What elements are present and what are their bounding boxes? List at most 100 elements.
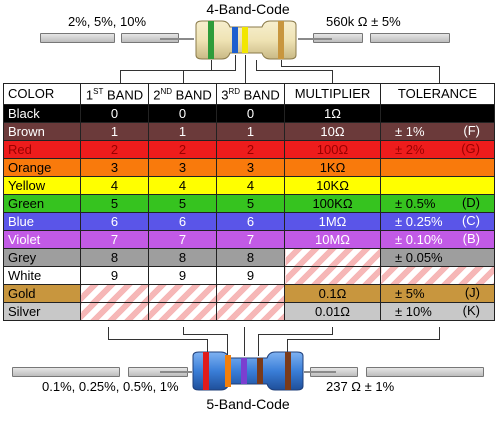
header-first-band: 1ST BAND xyxy=(80,83,149,105)
five-band-band-4 xyxy=(257,358,263,384)
tolerance-percent: ± 1% xyxy=(395,123,425,139)
multiplier-value: 10KΩ xyxy=(284,176,381,195)
band-1-digit: 6 xyxy=(80,212,149,231)
table-row-yellow: Yellow 4 4 4 10KΩ xyxy=(3,176,495,195)
tolerance-letter-code: (J) xyxy=(464,285,480,301)
multiplier-value: 0.1Ω xyxy=(284,284,381,303)
band-2-digit: 4 xyxy=(148,176,217,195)
band-1-digit: 7 xyxy=(80,230,149,249)
connector-line xyxy=(183,70,236,71)
connector-line xyxy=(332,70,333,83)
four-band-example-value: 560k Ω ± 5% xyxy=(326,14,401,29)
connector-line xyxy=(287,339,440,340)
connector-line xyxy=(120,70,212,71)
five-band-band-3 xyxy=(241,358,247,384)
four-band-right-scale-bar-2 xyxy=(370,33,450,43)
connector-line xyxy=(108,339,207,340)
band-2-digit: 2 xyxy=(148,140,217,159)
color-name: Green xyxy=(3,194,81,213)
table-row-orange: Orange 3 3 3 1KΩ xyxy=(3,158,495,177)
five-band-band-5 xyxy=(285,352,291,390)
tolerance-percent: ± 0.10% xyxy=(395,231,443,247)
tolerance-value xyxy=(380,266,495,285)
five-band-lead-left xyxy=(160,371,192,373)
color-name: Red xyxy=(3,140,81,159)
band-3-digit: 2 xyxy=(216,140,285,159)
connector-line xyxy=(245,55,246,83)
connector-line xyxy=(108,327,109,339)
tolerance-value: ± 10% (K) xyxy=(380,302,495,321)
tolerance-value xyxy=(380,158,495,177)
tolerance-value: ± 0.25% (C) xyxy=(380,212,495,231)
tolerance-percent: ± 2% xyxy=(395,141,425,157)
tolerance-value: ± 1% (F) xyxy=(380,122,495,141)
four-band-band-1 xyxy=(208,21,214,59)
tolerance-letter-code: (K) xyxy=(462,303,480,319)
band-3-digit: 1 xyxy=(216,122,285,141)
color-name: Blue xyxy=(3,212,81,231)
band-3-digit: 6 xyxy=(216,212,285,231)
table-row-white: White 9 9 9 xyxy=(3,266,495,285)
header-third-band: 3RD BAND xyxy=(216,83,285,105)
band-1-digit: 0 xyxy=(80,104,149,123)
band-1-digit: 1 xyxy=(80,122,149,141)
band-3-digit: 4 xyxy=(216,176,285,195)
five-band-lead-right xyxy=(304,371,336,373)
connector-line xyxy=(439,66,440,83)
band-2-digit: 5 xyxy=(148,194,217,213)
color-name: Violet xyxy=(3,230,81,249)
color-name: Grey xyxy=(3,248,81,267)
tolerance-value xyxy=(380,104,495,123)
connector-line xyxy=(183,327,184,334)
table-row-grey: Grey 8 8 8 ± 0.05% xyxy=(3,248,495,267)
band-1-digit: 3 xyxy=(80,158,149,177)
connector-line xyxy=(183,70,184,83)
connector-line xyxy=(332,327,333,334)
tolerance-percent: ± 10% xyxy=(395,303,432,319)
band-2-digit: 0 xyxy=(148,104,217,123)
connector-line xyxy=(439,327,440,339)
band-1-digit: 8 xyxy=(80,248,149,267)
tolerance-letter-code: (F) xyxy=(463,123,480,139)
multiplier-value: 10Ω xyxy=(284,122,381,141)
table-row-brown: Brown 1 1 1 10Ω ± 1% (F) xyxy=(3,122,495,141)
four-band-title: 4-Band-Code xyxy=(206,1,290,17)
multiplier-value: 1MΩ xyxy=(284,212,381,231)
band-3-digit xyxy=(216,302,285,321)
tolerance-value: ± 0.05% xyxy=(380,248,495,267)
band-2-digit: 3 xyxy=(148,158,217,177)
band-3-digit: 7 xyxy=(216,230,285,249)
multiplier-value xyxy=(284,266,381,285)
band-1-digit xyxy=(80,302,149,321)
table-row-silver: Silver 0.01Ω ± 10% (K) xyxy=(3,302,495,321)
five-band-title: 5-Band-Code xyxy=(206,396,290,412)
multiplier-value: 100KΩ xyxy=(284,194,381,213)
color-name: Black xyxy=(3,104,81,123)
tolerance-percent: ± 5% xyxy=(395,285,425,301)
five-band-tolerance-values: 0.1%, 0.25%, 0.5%, 1% xyxy=(42,379,179,394)
tolerance-value: ± 5% (J) xyxy=(380,284,495,303)
tolerance-letter-code: (G) xyxy=(461,141,480,157)
header-second-band: 2ND BAND xyxy=(148,83,217,105)
multiplier-value: 0.01Ω xyxy=(284,302,381,321)
four-band-band-3 xyxy=(242,27,248,53)
four-band-left-scale-bar xyxy=(40,33,115,43)
four-band-resistor-icon xyxy=(195,20,297,60)
band-2-digit: 1 xyxy=(148,122,217,141)
connector-line xyxy=(287,339,288,353)
color-name: White xyxy=(3,266,81,285)
four-band-lead-right xyxy=(298,38,332,40)
table-row-gold: Gold 0.1Ω ± 5% (J) xyxy=(3,284,495,303)
four-band-band-2 xyxy=(232,27,238,53)
band-1-digit: 5 xyxy=(80,194,149,213)
table-row-red: Red 2 2 2 100Ω ± 2% (G) xyxy=(3,140,495,159)
connector-line xyxy=(211,60,212,70)
tolerance-letter-code: (D) xyxy=(461,195,480,211)
tolerance-percent: ± 0.05% xyxy=(395,249,443,265)
band-3-digit: 0 xyxy=(216,104,285,123)
band-3-digit: 3 xyxy=(216,158,285,177)
band-3-digit: 5 xyxy=(216,194,285,213)
band-2-digit: 8 xyxy=(148,248,217,267)
tolerance-percent: ± 0.5% xyxy=(395,195,436,211)
resistor-color-code-table: COLOR 1ST BAND 2ND BAND 3RD BAND MULTIPL… xyxy=(3,83,495,321)
